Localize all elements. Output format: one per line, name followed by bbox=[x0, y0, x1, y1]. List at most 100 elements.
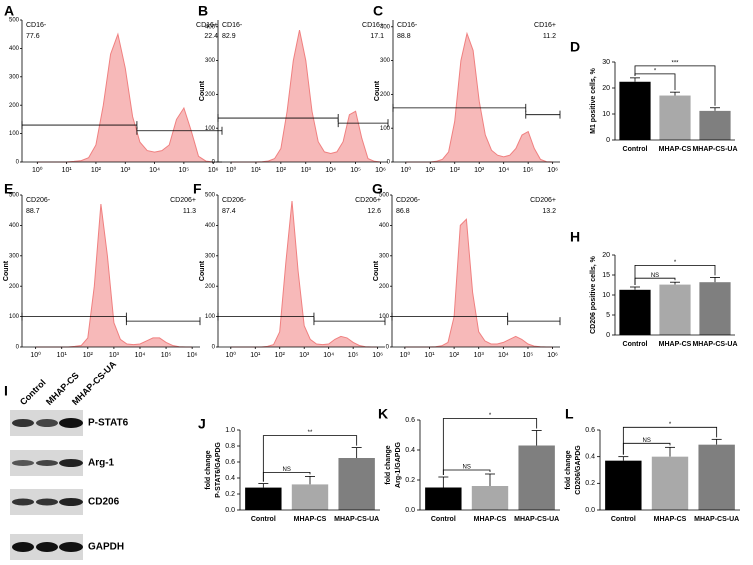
gate-label: CD206- bbox=[396, 197, 421, 204]
lane-label: MHAP-CS-UA bbox=[70, 359, 118, 407]
gate bbox=[136, 126, 223, 135]
y-axis-label: M1 positive cells, % bbox=[590, 67, 597, 134]
bar bbox=[659, 95, 691, 140]
y-tick-label: 0.0 bbox=[225, 507, 235, 514]
gate-label: CD16+ bbox=[534, 22, 556, 29]
axis-line bbox=[614, 255, 735, 336]
y-axis-label: Count bbox=[373, 260, 380, 281]
gate-label: CD16- bbox=[222, 22, 243, 29]
y-tick-label: 0.0 bbox=[585, 507, 595, 514]
y-tick-label: 300 bbox=[380, 58, 391, 64]
y-tick-label: 0.4 bbox=[585, 454, 595, 461]
bar bbox=[651, 456, 689, 510]
x-tick-label: MHAP-CS-UA bbox=[694, 516, 739, 523]
panel-letter: K bbox=[378, 406, 388, 422]
x-tick-label: 10² bbox=[450, 167, 461, 174]
gate-value: 88.8 bbox=[397, 33, 411, 40]
y-tick-label: 300 bbox=[205, 58, 216, 64]
y-tick-label: 0.2 bbox=[405, 477, 415, 484]
band bbox=[59, 418, 83, 428]
gate-label: CD206- bbox=[26, 197, 51, 204]
y-tick-label: 100 bbox=[205, 126, 216, 132]
bar bbox=[605, 460, 642, 510]
gate-value: 22.4 bbox=[204, 33, 218, 40]
histogram-area bbox=[230, 201, 378, 348]
x-tick-label: MHAP-CS bbox=[474, 516, 507, 523]
x-tick-label: 10⁰ bbox=[400, 166, 411, 174]
bar bbox=[425, 487, 462, 510]
band bbox=[36, 542, 58, 552]
band bbox=[59, 459, 83, 467]
x-tick-label: MHAP-CS bbox=[654, 516, 687, 523]
y-tick-label: 0 bbox=[386, 345, 390, 351]
histogram-area bbox=[404, 218, 553, 348]
significance-label: * bbox=[669, 422, 672, 428]
panel-letter: L bbox=[565, 406, 574, 422]
gate-value: 77.6 bbox=[26, 33, 40, 40]
x-tick-label: 10³ bbox=[474, 167, 485, 174]
y-tick-label: 500 bbox=[205, 193, 216, 199]
x-tick-label: MHAP-CS-UA bbox=[692, 341, 737, 348]
gate-label: CD206+ bbox=[170, 197, 196, 204]
panel-letter: I bbox=[4, 383, 8, 399]
gate-value: 17.1 bbox=[370, 33, 384, 40]
histogram-area bbox=[405, 31, 553, 163]
x-tick-label: 10¹ bbox=[425, 167, 436, 174]
band bbox=[12, 498, 34, 506]
gate-label: CD206+ bbox=[530, 197, 556, 204]
x-tick-label: 10⁴ bbox=[498, 167, 509, 174]
y-tick-label: 0 bbox=[16, 160, 20, 166]
y-tick-label: 200 bbox=[9, 103, 20, 109]
histogram-area bbox=[37, 32, 214, 163]
y-tick-label: 100 bbox=[205, 314, 216, 320]
y-axis-label: CD206/GAPDG bbox=[575, 445, 582, 495]
bar bbox=[699, 282, 731, 335]
y-tick-label: 400 bbox=[9, 223, 20, 229]
x-tick-label: 10² bbox=[276, 167, 287, 174]
y-tick-label: 0 bbox=[212, 345, 216, 351]
y-tick-label: 100 bbox=[9, 131, 20, 137]
x-tick-label: 10⁴ bbox=[498, 352, 509, 359]
significance-bracket bbox=[442, 418, 538, 475]
panel-letter: A bbox=[4, 3, 14, 19]
y-tick-label: 400 bbox=[380, 24, 391, 30]
bar bbox=[245, 487, 282, 510]
y-tick-label: 100 bbox=[9, 314, 20, 320]
y-tick-label: 0.6 bbox=[405, 417, 415, 424]
x-tick-label: 10⁶ bbox=[187, 352, 198, 359]
row-label: Arg-1 bbox=[88, 458, 115, 469]
x-tick-label: 10¹ bbox=[250, 352, 261, 359]
x-tick-label: MHAP-CS bbox=[659, 341, 692, 348]
x-tick-label: 10⁰ bbox=[400, 351, 411, 359]
x-tick-label: 10⁶ bbox=[547, 352, 558, 359]
band bbox=[12, 419, 34, 427]
bar bbox=[291, 484, 329, 510]
y-tick-label: 100 bbox=[380, 126, 391, 132]
axis-line bbox=[239, 430, 380, 511]
lane-label: Control bbox=[18, 377, 48, 407]
y-tick-label: 0.4 bbox=[405, 447, 415, 454]
x-tick-label: MHAP-CS-UA bbox=[334, 516, 379, 523]
panel-letter: F bbox=[193, 181, 202, 197]
significance-bracket bbox=[622, 426, 718, 455]
y-tick-label: 200 bbox=[205, 284, 216, 290]
x-tick-label: 10⁵ bbox=[179, 167, 190, 174]
x-tick-label: Control bbox=[431, 516, 456, 523]
y-tick-label: 0.0 bbox=[405, 507, 415, 514]
significance-bracket bbox=[634, 65, 716, 106]
y-tick-label: 500 bbox=[379, 193, 390, 199]
significance-label: NS bbox=[462, 465, 470, 471]
x-tick-label: 10¹ bbox=[251, 167, 262, 174]
y-axis-label: fold change bbox=[205, 450, 212, 489]
y-tick-label: 300 bbox=[9, 253, 20, 259]
x-tick-label: 10⁴ bbox=[325, 167, 336, 174]
y-tick-label: 0.2 bbox=[225, 491, 235, 498]
band bbox=[36, 419, 58, 427]
significance-label: NS bbox=[282, 467, 290, 473]
y-tick-label: 200 bbox=[379, 284, 390, 290]
x-tick-label: 10⁴ bbox=[323, 352, 334, 359]
significance-bracket bbox=[442, 469, 491, 475]
bar bbox=[619, 81, 651, 140]
x-tick-label: 10³ bbox=[109, 352, 120, 359]
y-tick-label: 500 bbox=[9, 18, 20, 24]
